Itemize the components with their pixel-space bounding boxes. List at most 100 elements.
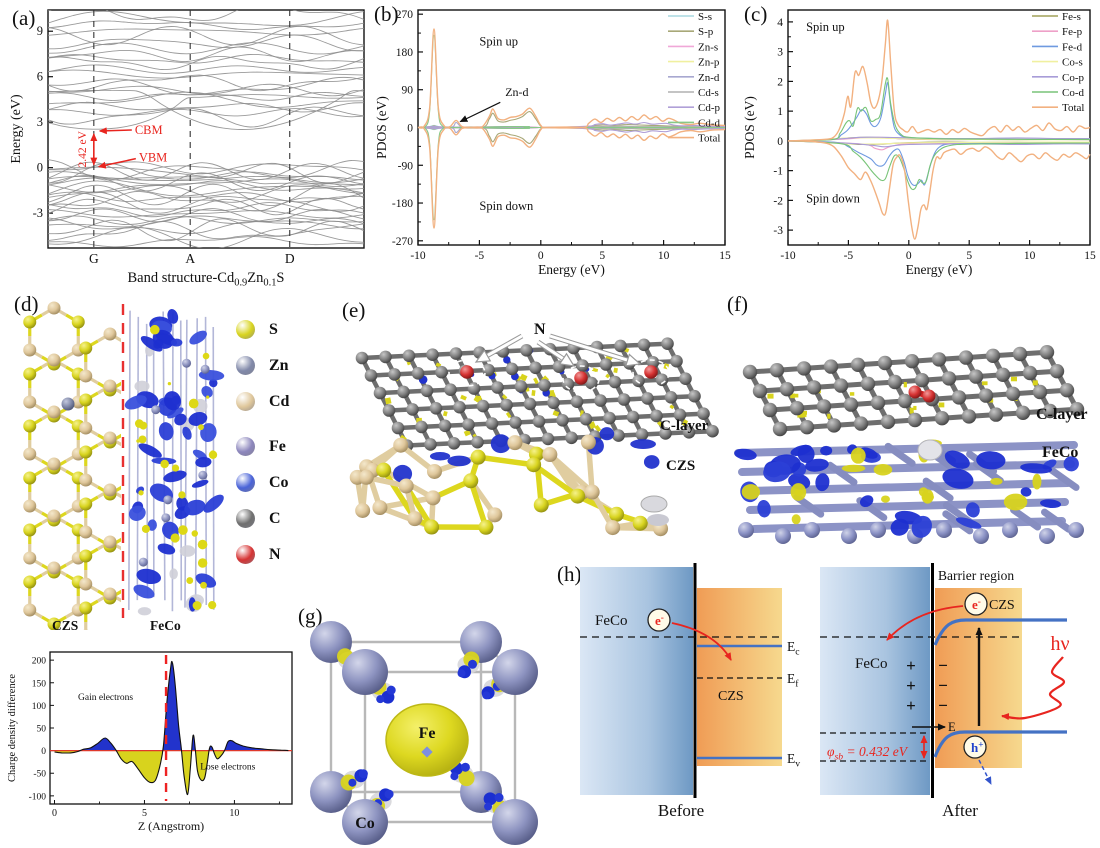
y-tick: -270 xyxy=(392,236,413,248)
legend-entry: Total xyxy=(698,133,720,145)
series-Cd-d-down xyxy=(417,126,726,221)
y-tick: 0 xyxy=(777,136,783,148)
f-c-layer-label: C-layer xyxy=(1036,406,1088,423)
legend-item-N: N xyxy=(236,543,289,566)
y-tick: -1 xyxy=(773,166,783,178)
y-tick: -3 xyxy=(33,206,43,220)
field-label: E xyxy=(948,720,956,734)
sphere-icon-C xyxy=(236,509,255,528)
y-tick: -3 xyxy=(773,225,783,237)
y-tick: -180 xyxy=(392,198,413,210)
y-tick: 150 xyxy=(32,679,47,689)
spin-up-label: Spin up xyxy=(806,20,845,34)
czs-label: CZS xyxy=(989,598,1015,613)
x-tick: -5 xyxy=(844,250,854,262)
x-tick: 5 xyxy=(599,250,605,262)
sphere-icon-S xyxy=(236,320,255,339)
y-tick: 0 xyxy=(41,747,46,757)
x-tick: -5 xyxy=(475,250,485,262)
x-tick: 10 xyxy=(229,808,239,819)
series-Total-down xyxy=(787,140,1091,240)
czs-region-label: CZS xyxy=(52,618,79,633)
legend-item-Co: Co xyxy=(236,471,289,494)
legend-item-C: C xyxy=(236,507,289,530)
sphere-icon-Cd xyxy=(236,392,255,411)
y-tick: -90 xyxy=(398,160,414,172)
y-tick: 3 xyxy=(37,115,43,129)
pdos-czs-chart: 270 180 90 0 -90 -180 -270 -10 -5 0 5 10 15 PDOS (eV)… xyxy=(374,9,731,277)
y-tick: 0 xyxy=(37,161,43,175)
nitrogen-atom xyxy=(908,385,922,399)
series-Total-up xyxy=(417,28,726,129)
lose-electrons-label: Lose electrons xyxy=(200,763,255,773)
y-tick: 2 xyxy=(777,76,783,88)
czs-slab xyxy=(349,427,669,537)
x-tick: -10 xyxy=(410,250,426,262)
sphere-icon-Fe xyxy=(236,437,255,456)
x-tick: 0 xyxy=(538,250,544,262)
fe-label: Fe xyxy=(419,725,436,742)
photon-label: hν xyxy=(1050,633,1069,655)
kpoint-label: G xyxy=(89,251,99,266)
panel-label-f: (f) xyxy=(727,292,748,316)
x-tick: 10 xyxy=(1024,250,1036,262)
y-axis-label: PDOS (eV) xyxy=(742,96,757,159)
feco-region-label: FeCo xyxy=(150,618,181,633)
atom-legend: S Zn Cd Fe Co C N xyxy=(236,318,289,566)
gain-area xyxy=(54,661,292,751)
y-axis-label: PDOS (eV) xyxy=(374,96,389,159)
legend-entry: Co-s xyxy=(1062,57,1083,69)
x-tick: 0 xyxy=(906,250,912,262)
feco-slab xyxy=(734,439,1084,544)
series-Co-d-down xyxy=(787,140,1091,191)
x-tick: 5 xyxy=(142,808,147,819)
y-tick: -100 xyxy=(29,792,47,802)
ec-label: Ec​ xyxy=(787,639,800,658)
band-structure-chart: 9 6 3 0 -3 Energy (eV) G A D 2.42 eV CBM VBM Band st… xyxy=(9,9,365,289)
charge-density-difference-chart: 200 150 100 50 0 -50 -100 0 5 10 Charge density di… xyxy=(7,651,293,833)
schottky-barrier-value: φsb​ = 0.432 eV xyxy=(827,744,909,763)
e-c-layer-label: C-layer xyxy=(660,418,709,434)
co-label: Co xyxy=(355,815,375,832)
y-tick: 4 xyxy=(777,17,783,29)
minus-charge: − xyxy=(938,656,948,675)
plus-charge: + xyxy=(906,696,916,715)
feco-label: FeCo xyxy=(855,656,888,672)
y-tick: 50 xyxy=(37,725,47,735)
legend-entry: Co-p xyxy=(1062,72,1085,84)
legend-entry: Fe-s xyxy=(1062,11,1081,23)
x-tick: 10 xyxy=(658,250,670,262)
sphere-icon-Co xyxy=(236,473,255,492)
legend-item-Fe: Fe xyxy=(236,435,289,458)
f-feco-label: FeCo xyxy=(1042,444,1079,461)
plus-charge: + xyxy=(906,676,916,695)
graphene-sheet xyxy=(742,345,1085,437)
x-tick: -10 xyxy=(780,250,796,262)
band-lines xyxy=(48,10,364,248)
kpoint-label: A xyxy=(185,251,195,266)
legend-entry: Zn-p xyxy=(698,57,720,69)
y-tick: 0 xyxy=(407,123,413,135)
conduction-band-bend xyxy=(933,618,1067,646)
series-Total-down xyxy=(417,126,726,229)
feco-isosurface xyxy=(124,309,225,616)
x-tick: 15 xyxy=(1084,250,1096,262)
n-doped-carbon-czs-structure: N xyxy=(349,321,719,537)
spin-down-label: Spin down xyxy=(479,199,534,213)
legend-entry: Cd-p xyxy=(698,102,721,114)
panel-label-d: (d) xyxy=(14,292,39,316)
legend-entry: Zn-s xyxy=(698,41,718,53)
panel-label-a: (a) xyxy=(12,6,36,30)
legend-entry: S-p xyxy=(698,26,714,38)
valence-band-bend xyxy=(933,730,1067,758)
minus-charge: − xyxy=(938,696,948,715)
series-Co-d-up xyxy=(787,77,1090,142)
chart-title: Band structure-Cd0.9​Zn0.1​S xyxy=(128,270,285,289)
nitrogen-atom xyxy=(460,365,474,379)
y-tick: 180 xyxy=(396,47,414,59)
legend-entry: Fe-d xyxy=(1062,41,1083,53)
electron-symbol: e-​ xyxy=(972,597,981,612)
legend-entry: Zn-d xyxy=(698,72,720,84)
vbm-label: VBM xyxy=(139,151,167,165)
electron-symbol: e-​ xyxy=(655,613,664,628)
